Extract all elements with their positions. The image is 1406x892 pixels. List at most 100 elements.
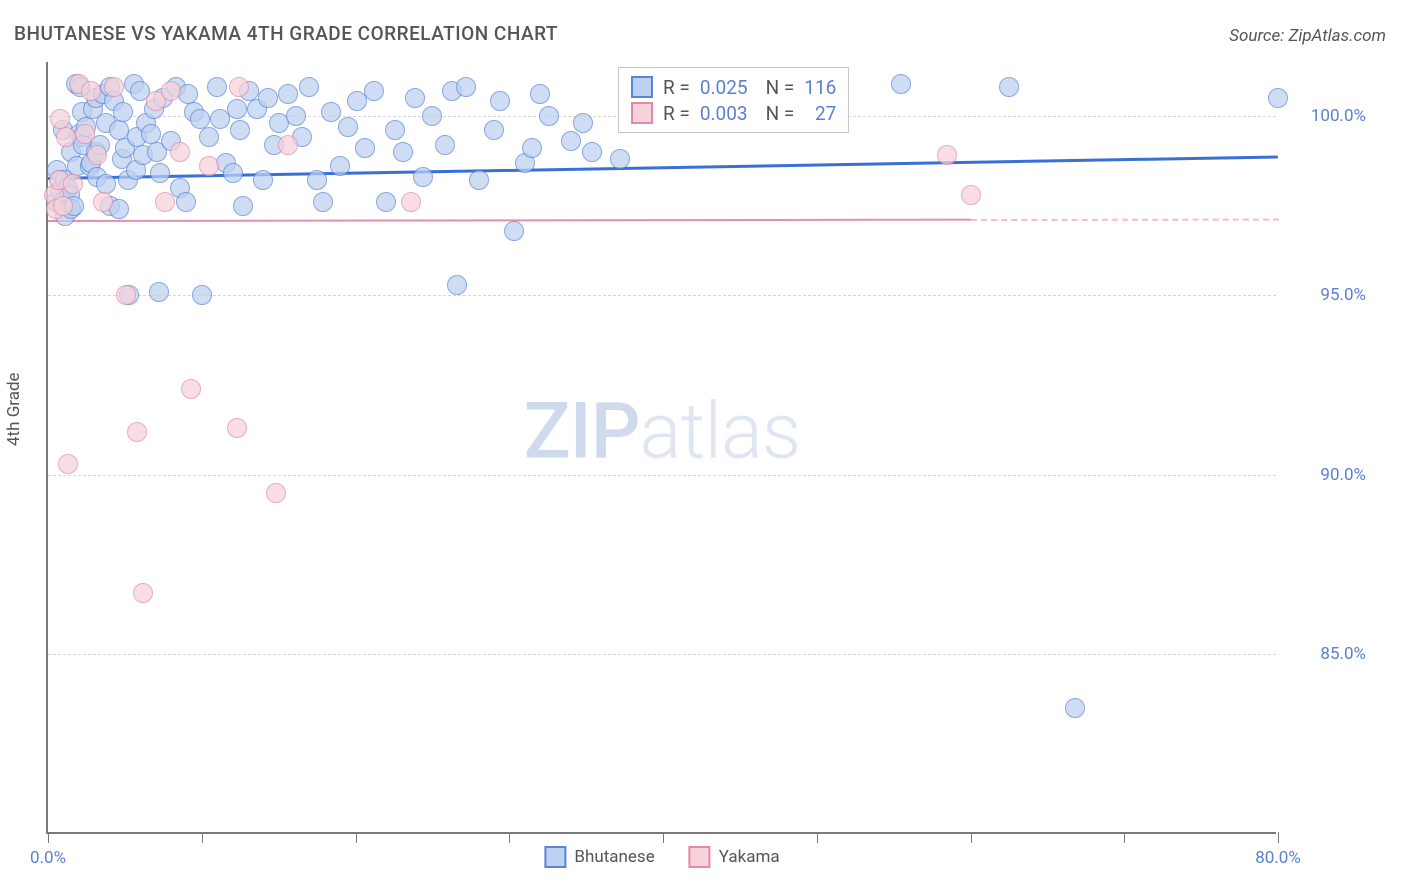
data-point — [999, 77, 1019, 97]
legend-label: Bhutanese — [574, 847, 654, 867]
source-label: Source: ZipAtlas.com — [1229, 26, 1386, 46]
data-point — [127, 422, 147, 442]
data-point — [469, 170, 489, 190]
data-point — [207, 77, 227, 97]
data-point — [561, 131, 581, 151]
data-point — [278, 135, 298, 155]
data-point — [447, 275, 467, 295]
x-tick — [663, 832, 664, 843]
data-point — [385, 120, 405, 140]
n-label: N = — [766, 102, 795, 125]
data-point — [58, 454, 78, 474]
gridline — [48, 475, 1276, 476]
data-point — [113, 102, 133, 122]
regression-line-dashed — [970, 218, 1278, 220]
r-value: 0.003 — [700, 102, 748, 125]
plot-area: ZIPatlas 100.0%95.0%90.0%85.0%0.0%80.0%R… — [46, 62, 1276, 834]
x-tick — [356, 832, 357, 843]
data-point — [161, 81, 181, 101]
data-point — [573, 113, 593, 133]
chart-title: BHUTANESE VS YAKAMA 4TH GRADE CORRELATIO… — [14, 22, 558, 45]
x-tick — [971, 832, 972, 843]
x-tick — [202, 832, 203, 843]
y-tick-label: 85.0% — [1320, 644, 1366, 664]
series-legend: Bhutanese Yakama — [544, 846, 779, 868]
data-point — [401, 192, 421, 212]
data-point — [104, 77, 124, 97]
legend-row: R = 0.003 N = 27 — [631, 100, 836, 126]
data-point — [266, 483, 286, 503]
data-point — [199, 127, 219, 147]
data-point — [155, 192, 175, 212]
data-point — [150, 163, 170, 183]
data-point — [63, 174, 83, 194]
y-axis-title: 4th Grade — [4, 372, 24, 446]
r-label: R = — [663, 76, 690, 99]
data-point — [490, 91, 510, 111]
data-point — [223, 163, 243, 183]
data-point — [364, 81, 384, 101]
legend-item: Yakama — [689, 846, 780, 868]
x-tick-label: 80.0% — [1255, 848, 1301, 868]
data-point — [456, 77, 476, 97]
y-tick-label: 95.0% — [1320, 285, 1366, 305]
gridline — [48, 654, 1276, 655]
legend-row: R = 0.025 N = 116 — [631, 74, 836, 100]
data-point — [435, 135, 455, 155]
data-point — [504, 221, 524, 241]
r-label: R = — [663, 102, 690, 125]
data-point — [891, 74, 911, 94]
data-point — [961, 185, 981, 205]
data-point — [176, 192, 196, 212]
data-point — [338, 117, 358, 137]
data-point — [116, 285, 136, 305]
data-point — [149, 282, 169, 302]
data-point — [522, 138, 542, 158]
data-point — [278, 84, 298, 104]
data-point — [1065, 698, 1085, 718]
data-point — [484, 120, 504, 140]
legend-swatch — [631, 102, 653, 124]
data-point — [610, 149, 630, 169]
x-tick — [817, 832, 818, 843]
data-point — [229, 77, 249, 97]
data-point — [330, 156, 350, 176]
data-point — [227, 418, 247, 438]
n-value: 27 — [804, 102, 836, 125]
data-point — [75, 124, 95, 144]
data-point — [87, 145, 107, 165]
data-point — [1268, 88, 1288, 108]
n-value: 116 — [804, 76, 836, 99]
data-point — [422, 106, 442, 126]
data-point — [413, 167, 433, 187]
 — [544, 846, 566, 868]
watermark: ZIPatlas — [524, 386, 801, 477]
n-label: N = — [766, 76, 795, 99]
data-point — [286, 106, 306, 126]
data-point — [199, 156, 219, 176]
data-point — [258, 88, 278, 108]
x-tick-label: 0.0% — [30, 848, 66, 868]
data-point — [133, 583, 153, 603]
x-tick — [48, 832, 49, 843]
r-value: 0.025 — [700, 76, 748, 99]
data-point — [96, 174, 116, 194]
x-tick — [509, 832, 510, 843]
x-tick — [1124, 832, 1125, 843]
data-point — [253, 170, 273, 190]
data-point — [93, 192, 113, 212]
 — [689, 846, 711, 868]
watermark-light: atlas — [640, 386, 801, 477]
y-tick-label: 100.0% — [1311, 106, 1366, 126]
legend-item: Bhutanese — [544, 846, 654, 868]
data-point — [307, 170, 327, 190]
data-point — [539, 106, 559, 126]
data-point — [321, 102, 341, 122]
data-point — [582, 142, 602, 162]
legend-swatch — [631, 76, 653, 98]
data-point — [81, 81, 101, 101]
data-point — [376, 192, 396, 212]
data-point — [192, 285, 212, 305]
data-point — [405, 88, 425, 108]
data-point — [233, 196, 253, 216]
